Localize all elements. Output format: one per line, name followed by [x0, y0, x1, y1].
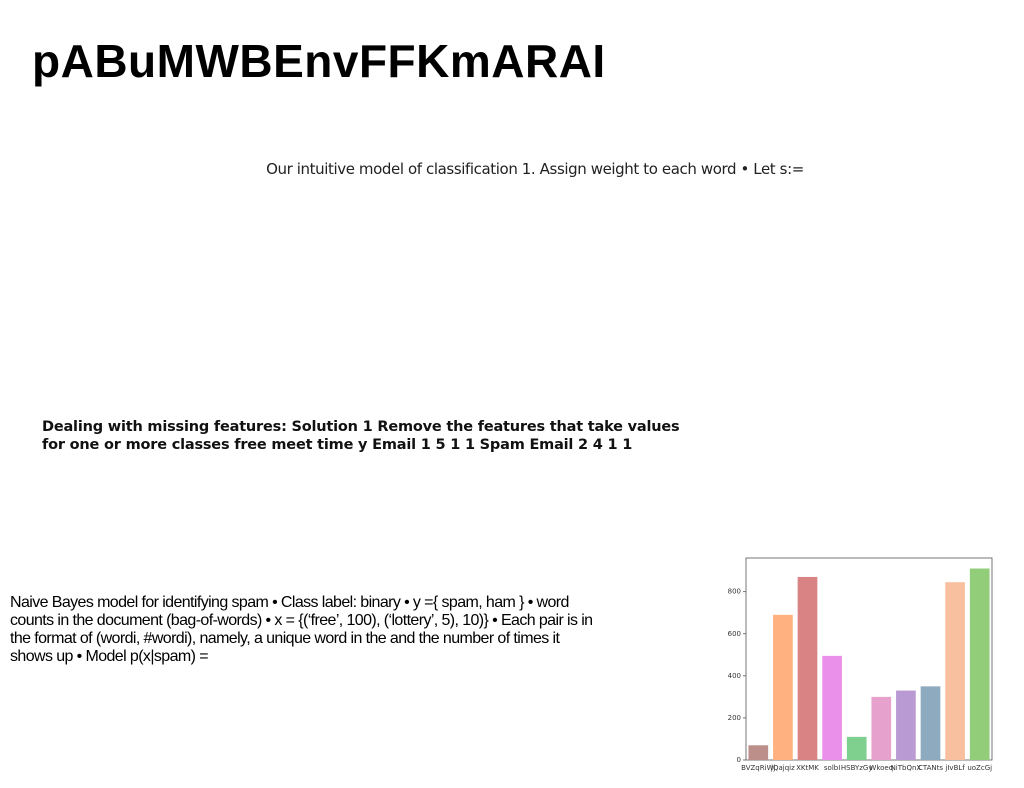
bar: [748, 745, 769, 760]
bar: [846, 736, 867, 760]
bar: [773, 614, 793, 760]
bar: [920, 686, 941, 760]
x-tick-label: jQajqiz: [770, 764, 795, 772]
x-tick-label: Wkoeq: [869, 764, 893, 772]
bar: [969, 568, 990, 760]
bar: [797, 576, 818, 760]
y-tick-label: 200: [728, 714, 741, 722]
bold-text: Dealing with missing features: Solution …: [42, 419, 680, 453]
bar: [871, 696, 892, 760]
y-tick-label: 800: [728, 588, 741, 596]
bar: [896, 690, 916, 760]
x-tick-label: uoZcGj: [967, 764, 992, 772]
x-tick-label: solbI: [824, 764, 840, 772]
x-tick-label: NiTbQnX: [891, 764, 922, 772]
plot-frame: [745, 557, 993, 761]
bar: [822, 655, 842, 760]
y-tick-label: 0: [737, 756, 741, 764]
x-tick-label: BVZqRiWj: [741, 764, 775, 772]
y-tick-label: 400: [728, 672, 741, 680]
subtitle: Our intuitive model of classification 1.…: [266, 160, 804, 178]
x-tick-label: XKtMK: [796, 764, 819, 772]
paragraph: Naive Bayes model for identifying spam •…: [10, 594, 593, 665]
x-tick-label: jIvBLf: [944, 764, 965, 772]
title: pABuMWBEnvFFKmARAI: [32, 35, 606, 87]
bar: [945, 582, 965, 760]
x-tick-label: CTANts: [918, 764, 943, 772]
y-tick-label: 600: [728, 630, 741, 638]
x-tick-label: HSBYzGy: [841, 764, 873, 772]
